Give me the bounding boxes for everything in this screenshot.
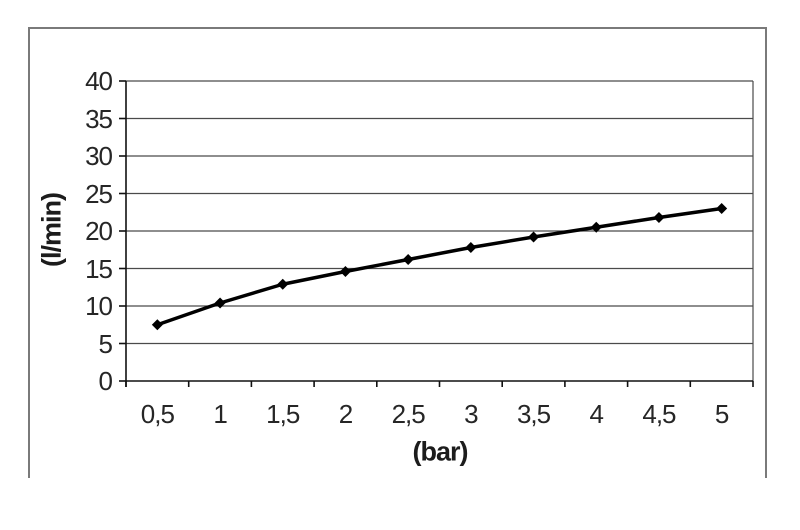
- y-tick-label-20: 20: [85, 216, 113, 246]
- data-point-marker: [151, 319, 163, 331]
- x-tick-label-2: 2: [338, 399, 353, 429]
- y-tick-label-15: 15: [85, 253, 113, 284]
- data-point-marker: [465, 242, 477, 253]
- x-tick-label-1: 1: [213, 399, 227, 429]
- y-tick-label-40: 40: [85, 66, 113, 96]
- x-tick-label-4,5: 4,5: [642, 399, 676, 429]
- x-tick-label-2,5: 2,5: [391, 399, 426, 429]
- y-tick-label-0: 0: [98, 366, 113, 396]
- y-tick-label-30: 30: [85, 141, 113, 171]
- data-point-marker: [214, 297, 226, 309]
- x-tick-label-4: 4: [589, 399, 604, 429]
- y-tick-label-10: 10: [85, 291, 113, 321]
- series-line-flow-curve: [156, 206, 722, 327]
- data-point-marker: [716, 203, 728, 214]
- y-tick-label-35: 35: [85, 103, 113, 134]
- data-point-marker: [653, 212, 665, 223]
- x-tick-label-3,5: 3,5: [516, 399, 551, 429]
- x-tick-label-3: 3: [464, 399, 478, 429]
- x-tick-label-1,5: 1,5: [266, 399, 300, 429]
- y-tick-label-25: 25: [85, 178, 113, 209]
- chart-frame-border: [28, 27, 767, 478]
- y-tick-label-5: 5: [98, 328, 113, 359]
- data-point-marker: [590, 221, 602, 233]
- data-point-marker: [402, 254, 414, 265]
- data-point-marker: [339, 266, 351, 277]
- data-point-marker: [277, 278, 289, 290]
- data-point-marker: [528, 231, 540, 243]
- x-axis-title: (bar): [412, 436, 469, 467]
- x-tick-label-5: 5: [714, 399, 729, 429]
- x-tick-label-0,5: 0,5: [140, 399, 175, 429]
- y-axis-title: (l/min): [36, 193, 67, 267]
